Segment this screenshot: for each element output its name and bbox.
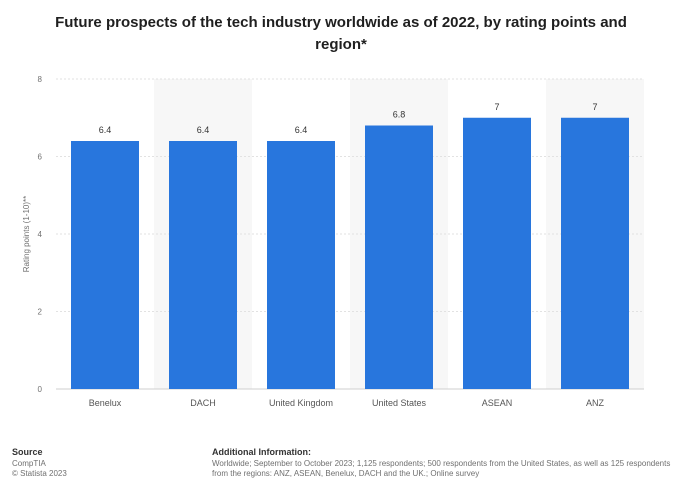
source-heading: Source <box>12 447 43 457</box>
value-label: 6.4 <box>197 125 210 135</box>
y-tick-label: 6 <box>38 153 43 162</box>
bar <box>71 141 139 389</box>
x-axis-ticks: Benelux DACH United Kingdom United States AS… <box>89 398 605 408</box>
bar <box>365 125 433 389</box>
y-axis-ticks: 0 2 4 6 8 <box>38 75 43 394</box>
x-tick-label: ANZ <box>586 398 605 408</box>
bar <box>561 117 629 389</box>
x-tick-label: ASEAN <box>482 398 513 408</box>
x-tick-label: United States <box>372 398 427 408</box>
additional-info-heading: Additional Information: <box>212 447 311 457</box>
y-tick-label: 0 <box>38 385 43 394</box>
value-label: 7 <box>592 102 597 112</box>
source-name: CompTIA <box>12 459 46 468</box>
additional-info-text: Worldwide; September to October 2023; 1,… <box>212 459 671 478</box>
bar <box>267 141 335 389</box>
y-tick-label: 4 <box>38 230 43 239</box>
value-label: 7 <box>494 102 499 112</box>
bars <box>71 117 629 389</box>
y-tick-label: 2 <box>38 308 43 317</box>
x-tick-label: Benelux <box>89 398 122 408</box>
y-tick-label: 8 <box>38 75 43 84</box>
bar <box>169 141 237 389</box>
copyright: © Statista 2023 <box>12 469 67 478</box>
gridlines <box>56 78 644 390</box>
bar <box>463 117 531 389</box>
chart-title: Future prospects of the tech industry wo… <box>55 14 627 53</box>
value-label: 6.8 <box>393 110 406 120</box>
x-tick-label: DACH <box>190 398 216 408</box>
value-label: 6.4 <box>295 125 308 135</box>
x-tick-label: United Kingdom <box>269 398 333 408</box>
bar-chart: 0 2 4 6 8 6.4 6.4 6.4 6.8 7 7 Benelux DACH United K… <box>22 75 644 408</box>
value-labels: 6.4 6.4 6.4 6.8 7 7 <box>99 102 598 135</box>
y-axis-label: Rating points (1-10)** <box>22 196 31 272</box>
value-label: 6.4 <box>99 125 112 135</box>
